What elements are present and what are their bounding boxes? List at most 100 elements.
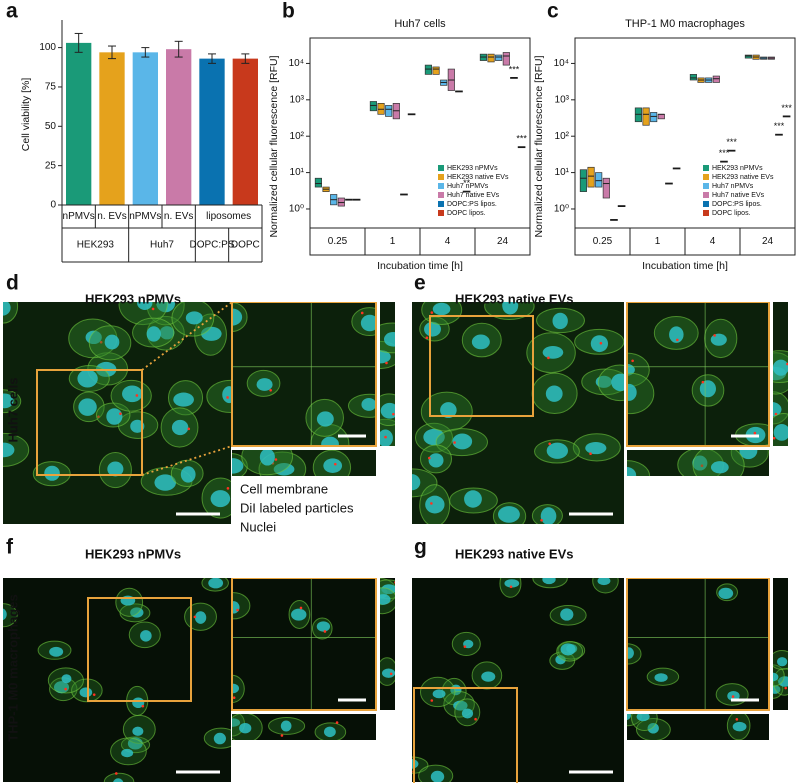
error-bar (241, 53, 250, 64)
particle (389, 672, 393, 676)
box (432, 66, 440, 75)
nucleus (291, 608, 307, 621)
nucleus (692, 455, 708, 471)
particle (141, 704, 145, 708)
legend-label: DOPC lipos. (712, 210, 751, 217)
nucleus (504, 579, 520, 588)
significance: *** (774, 121, 785, 131)
micrograph (412, 578, 624, 782)
legend-swatch (438, 201, 444, 207)
nucleus (106, 408, 123, 425)
panel-letter: b (282, 0, 295, 23)
x-tick-label: 0.25 (328, 236, 348, 247)
channel-label: Cell membrane (240, 481, 328, 496)
channel-label: DiI labeled particles (240, 500, 354, 515)
nucleus (430, 770, 445, 782)
nucleus (222, 386, 231, 404)
zoom-frame (87, 597, 192, 702)
x-tick-label: 0.25 (593, 236, 613, 247)
nucleus (180, 466, 196, 483)
cell-membrane (3, 603, 18, 628)
y-tick-label: 0 (50, 200, 56, 211)
nucleus (49, 646, 64, 657)
box (314, 177, 322, 188)
legend-swatch (438, 165, 444, 171)
nucleus (498, 506, 520, 523)
legend-label: HEK293 native EVs (712, 174, 774, 181)
particle (323, 630, 327, 633)
box (602, 177, 610, 199)
nucleus (232, 458, 244, 474)
zoom-link (141, 301, 233, 371)
particle (151, 307, 155, 311)
nucleus (412, 474, 421, 491)
bar (132, 52, 158, 206)
nucleus (710, 333, 727, 346)
micrograph (627, 450, 769, 476)
nucleus (171, 419, 189, 436)
micrograph (773, 578, 788, 710)
nucleus (130, 419, 145, 433)
title-bg (3, 560, 405, 578)
particle (599, 341, 603, 345)
nucleus (78, 398, 97, 416)
nucleus (194, 611, 207, 624)
nucleus (777, 657, 788, 667)
particle (64, 687, 67, 691)
cell-membrane (118, 302, 168, 326)
y-tick-label: 10⁰ (554, 204, 569, 215)
particle (540, 518, 543, 522)
image-title: HEK293 nPMVs (85, 546, 181, 561)
box (744, 54, 752, 59)
nucleus (647, 722, 659, 734)
panel-letter: a (6, 0, 18, 23)
nucleus (316, 621, 331, 632)
y-tick-label: 50 (45, 121, 57, 132)
micrograph (232, 450, 376, 476)
bar (166, 49, 192, 205)
micrograph (380, 302, 395, 446)
nucleus (545, 385, 563, 402)
micrograph (232, 578, 376, 710)
micrograph-bg (627, 578, 769, 710)
nucleus (542, 346, 564, 359)
particle (713, 334, 716, 337)
particle (226, 396, 229, 399)
significance: ** (463, 178, 471, 188)
legend-swatch (438, 183, 444, 189)
legend-label: Huh7 native EVs (447, 192, 500, 199)
nucleus (560, 608, 574, 621)
y-tick-label: 10⁴ (289, 58, 304, 69)
legend-swatch (703, 165, 709, 171)
nucleus (540, 507, 557, 524)
nucleus (280, 720, 292, 732)
particle (333, 462, 337, 466)
particle (187, 427, 191, 431)
nucleus (156, 302, 176, 313)
particle (226, 487, 230, 490)
y-axis-label: Normalized cellular fluorescence [RFU] (533, 55, 545, 237)
bar (66, 42, 92, 205)
particle (384, 435, 387, 439)
box (495, 54, 503, 61)
nucleus (773, 672, 779, 682)
legend-swatch (703, 174, 709, 180)
nucleus (239, 723, 252, 734)
title-bg (3, 284, 405, 302)
box (657, 113, 665, 120)
particle (589, 452, 592, 456)
x-axis-label: Incubation time [h] (377, 260, 463, 272)
nucleus (595, 375, 612, 388)
error-bar (174, 40, 183, 58)
significance: *** (516, 134, 527, 144)
micrograph (232, 302, 376, 446)
box (634, 107, 642, 123)
panel-letter: f (6, 536, 14, 559)
particle (236, 608, 239, 612)
significance: *** (781, 103, 792, 113)
zoom-link (141, 445, 233, 476)
x-tick-label: 1 (390, 236, 396, 247)
nucleus (213, 732, 226, 745)
legend-swatch (703, 192, 709, 198)
nucleus (383, 331, 395, 347)
